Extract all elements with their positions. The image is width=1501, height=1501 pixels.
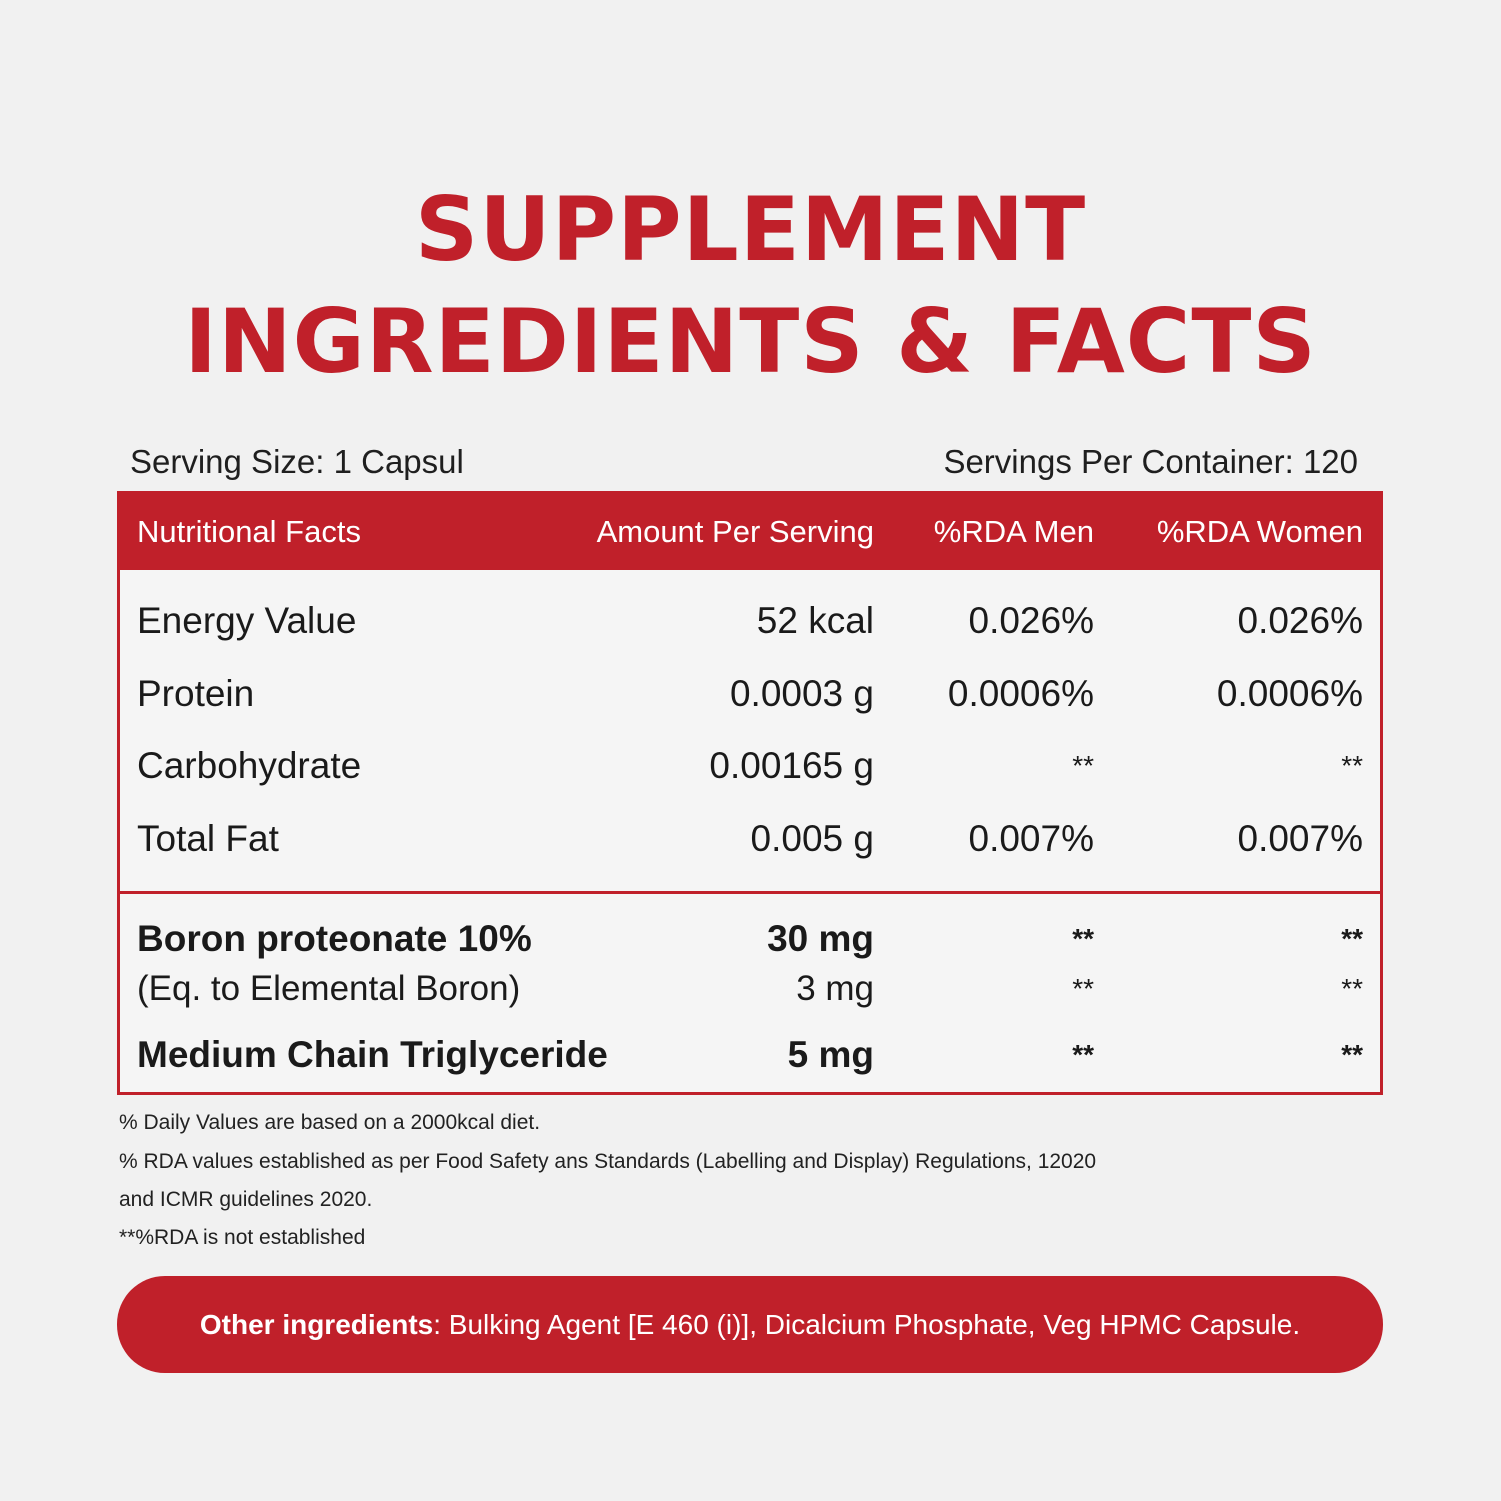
row-rda-men: 0.026%: [968, 600, 1095, 641]
other-ingredients-label: Other ingredients: [199, 1309, 434, 1340]
row-rda-men: 0.007%: [968, 818, 1095, 859]
row-name: Total Fat: [137, 818, 279, 859]
title-line-2: INGREDIENTS & FACTS: [184, 290, 1317, 393]
row-rda-women: 0.007%: [1237, 818, 1364, 859]
row-amount: 52 kcal: [756, 600, 874, 641]
row-rda-women: 0.0006%: [1216, 673, 1363, 714]
ingredient-name: Medium Chain Triglyceride: [137, 1034, 608, 1075]
header-nutritional-facts: Nutritional Facts: [137, 514, 361, 549]
ingredient-row: Medium Chain Triglyceride 5 mg ** **: [120, 1020, 1380, 1090]
table-row: Total Fat 0.005 g 0.007% 0.007%: [120, 804, 1380, 874]
ingredient-amount: 3 mg: [796, 969, 874, 1008]
table-header: Nutritional Facts Amount Per Serving %RD…: [120, 494, 1380, 570]
table-row: Carbohydrate 0.00165 g ** **: [120, 731, 1380, 801]
other-ingredients-banner: Other ingredients: Bulking Agent [E 460 …: [117, 1276, 1383, 1373]
footnote: and ICMR guidelines 2020.: [119, 1188, 373, 1211]
footnote: % RDA values established as per Food Saf…: [119, 1150, 1097, 1173]
footnote: **%RDA is not established: [119, 1226, 366, 1249]
header-rda-men: %RDA Men: [933, 514, 1094, 549]
nutrition-table: Nutritional Facts Amount Per Serving %RD…: [117, 491, 1383, 1095]
row-name: Carbohydrate: [137, 745, 362, 786]
ingredient-rda-women: **: [1341, 1039, 1363, 1070]
row-name: Energy Value: [137, 600, 357, 641]
ingredient-name: (Eq. to Elemental Boron): [137, 969, 521, 1008]
row-rda-women: 0.026%: [1237, 600, 1364, 641]
ingredient-rda-men: **: [1072, 973, 1094, 1004]
table-row: Protein 0.0003 g 0.0006% 0.0006%: [120, 659, 1380, 729]
servings-per-container: Servings Per Container: 120: [943, 443, 1358, 480]
ingredient-rda-women: **: [1341, 923, 1363, 954]
ingredient-name: Boron proteonate 10%: [137, 918, 532, 959]
ingredient-rda-women: **: [1341, 973, 1363, 1004]
footnote: % Daily Values are based on a 2000kcal d…: [119, 1111, 541, 1134]
other-ingredients-text: : Bulking Agent [E 460 (i)], Dicalcium P…: [433, 1309, 1301, 1340]
table-row: Energy Value 52 kcal 0.026% 0.026%: [120, 586, 1380, 656]
row-amount: 0.0003 g: [729, 673, 874, 714]
row-rda-men: **: [1072, 750, 1094, 781]
header-rda-women: %RDA Women: [1156, 514, 1363, 549]
ingredient-rda-men: **: [1072, 1039, 1094, 1070]
row-amount: 0.005 g: [750, 818, 874, 859]
serving-size: Serving Size: 1 Capsul: [130, 443, 464, 480]
ingredient-amount: 30 mg: [767, 918, 874, 959]
table-divider: [120, 891, 1380, 894]
ingredient-row: (Eq. to Elemental Boron) 3 mg ** **: [120, 954, 1380, 1024]
row-name: Protein: [137, 673, 255, 714]
row-rda-women: **: [1341, 750, 1363, 781]
ingredient-amount: 5 mg: [787, 1034, 874, 1075]
row-rda-men: 0.0006%: [947, 673, 1094, 714]
row-amount: 0.00165 g: [709, 745, 874, 786]
header-amount-per-serving: Amount Per Serving: [596, 514, 874, 549]
ingredient-rda-men: **: [1072, 923, 1094, 954]
ingredient-row: Boron proteonate 10% 30 mg ** **: [120, 904, 1380, 974]
title-line-1: SUPPLEMENT: [414, 178, 1087, 281]
